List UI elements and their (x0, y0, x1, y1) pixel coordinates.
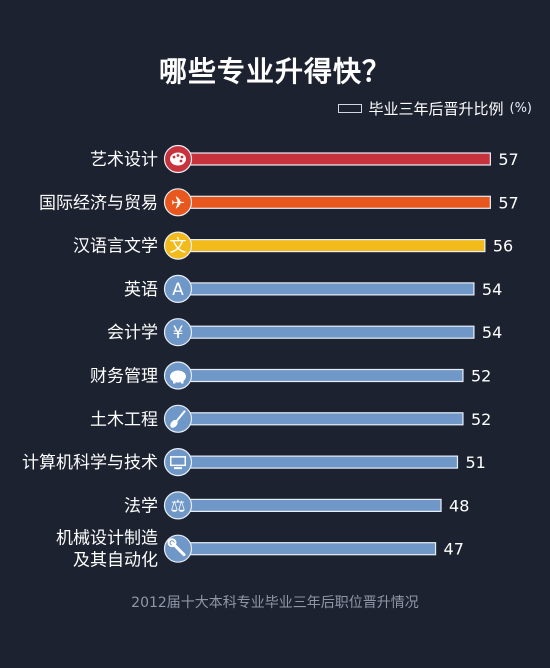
bar-6 (181, 412, 464, 426)
chart-footnote: 2012届十大本科专业毕业三年后职位晋升情况 (131, 595, 419, 611)
bar-2 (181, 239, 486, 253)
category-label-8: 法学 (124, 496, 158, 516)
value-label-0: 57 (498, 150, 518, 169)
wrench-icon (163, 534, 193, 563)
category-label-9-line-0: 机械设计制造 (56, 529, 158, 549)
monitor-icon (163, 448, 193, 477)
bar-1 (181, 195, 491, 209)
category-label-6: 土木工程 (90, 410, 158, 430)
bar-7 (181, 455, 459, 469)
value-label-1: 57 (498, 193, 518, 212)
piggy-bank-icon (163, 361, 193, 390)
legend-label: 毕业三年后晋升比例 (368, 100, 504, 118)
category-label-2: 汉语言文学 (73, 237, 158, 257)
category-label-5: 财务管理 (90, 367, 158, 387)
category-label-7: 计算机科学与技术 (22, 453, 158, 473)
svg-text:⚖: ⚖ (170, 496, 185, 516)
value-label-8: 48 (449, 496, 469, 515)
svg-text:✈: ✈ (171, 193, 185, 213)
value-label-3: 54 (482, 280, 502, 299)
shovel-icon (163, 404, 193, 433)
yen-icon: ¥ (163, 318, 193, 347)
value-label-4: 54 (482, 323, 502, 342)
svg-text:文: 文 (170, 237, 187, 257)
category-label-9-line-1: 及其自动化 (73, 551, 158, 571)
bar-3 (181, 282, 475, 296)
bar-9 (181, 542, 437, 556)
svg-text:A: A (172, 280, 184, 300)
scales-icon: ⚖ (163, 491, 193, 520)
bar-5 (181, 368, 464, 383)
value-label-5: 52 (471, 367, 491, 386)
category-label-0: 艺术设计 (90, 150, 158, 170)
chart-title: 哪些专业升得快？ (158, 55, 391, 88)
value-label-2: 56 (493, 237, 513, 256)
value-label-7: 51 (465, 453, 485, 472)
bar-4 (181, 325, 475, 339)
value-label-6: 52 (471, 410, 491, 429)
category-label-4: 会计学 (107, 323, 158, 343)
category-label-3: 英语 (124, 280, 158, 300)
legend: 毕业三年后晋升比例 (%) (338, 98, 532, 119)
value-label-9: 47 (444, 540, 464, 559)
category-label-1: 国际经济与贸易 (39, 193, 158, 213)
svg-text:¥: ¥ (173, 323, 184, 343)
legend-swatch (338, 104, 363, 113)
airplane-icon: ✈ (163, 188, 193, 217)
bar-8 (181, 498, 442, 512)
wen-character-icon: 文 (163, 231, 193, 260)
legend-unit: (%) (509, 101, 533, 116)
bar-0 (181, 152, 491, 166)
letter-a-icon: A (163, 274, 193, 303)
palette-icon (163, 144, 193, 174)
